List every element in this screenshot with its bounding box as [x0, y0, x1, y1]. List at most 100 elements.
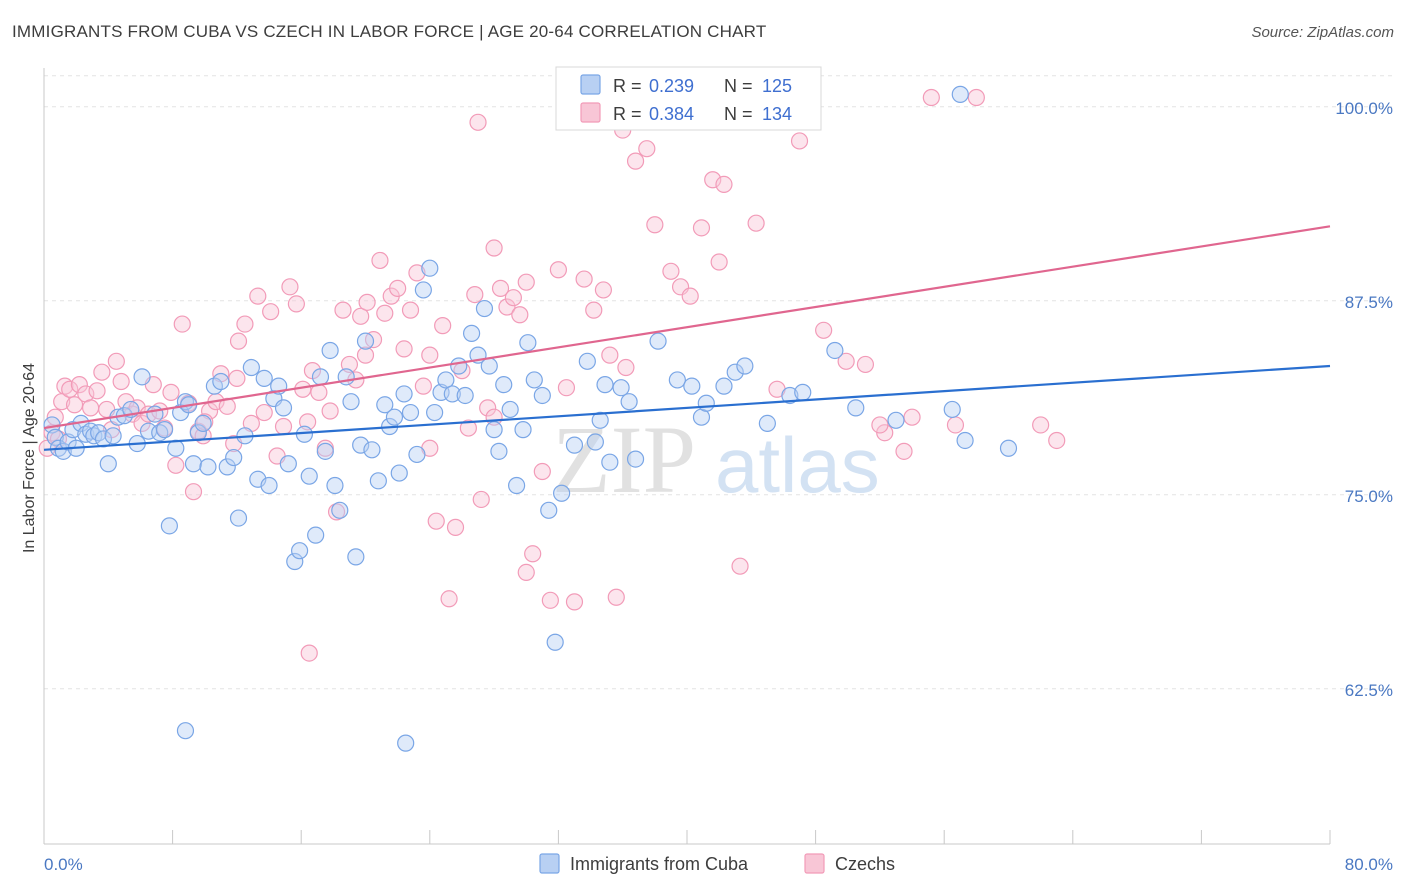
legend-swatch-cuba [580, 74, 601, 95]
cuba-point [369, 472, 387, 490]
legend-r-value-cuba: 0.239 [649, 76, 694, 96]
cuba-point [736, 357, 754, 375]
cuba-point [352, 436, 370, 454]
cuba-point [951, 85, 969, 103]
cuba-point [697, 394, 715, 412]
cuba-point [326, 476, 344, 495]
legend-n-label-cuba: N = [724, 76, 753, 96]
x-ticks [43, 830, 1331, 844]
bottom-legend-label-czechs: Czechs [835, 854, 895, 874]
cuba-point [212, 372, 230, 391]
cuba-point [184, 455, 203, 473]
cuba-point [85, 427, 103, 445]
y-axis-label: In Labor Force | Age 20-64 [21, 363, 38, 553]
cuba-point [279, 455, 297, 473]
legend-r-label-cuba: R = [613, 76, 642, 96]
cuba-point [887, 411, 905, 429]
cuba-point [485, 421, 503, 439]
czechs-point [427, 512, 445, 530]
czechs-point [401, 301, 420, 319]
cuba-point [578, 352, 596, 370]
czechs-point [376, 304, 394, 322]
czechs-point [922, 88, 940, 107]
watermark-atlas: atlas [715, 421, 880, 509]
cuba-point [553, 484, 571, 502]
czechs-point [710, 253, 728, 271]
czechs-point [262, 303, 280, 321]
cuba-point [525, 371, 543, 389]
cuba-point [426, 403, 444, 422]
cuba-point [290, 542, 309, 560]
czechs-point [681, 287, 699, 305]
czechs-point [167, 456, 185, 474]
cuba-point [255, 369, 273, 387]
cuba-point [390, 464, 408, 482]
y-tick-labels: 100.0% 87.5% 75.0% 62.5% [1335, 99, 1393, 700]
czechs-point [946, 416, 965, 434]
x-tick-label-max: 80.0% [1345, 855, 1393, 874]
cuba-point [321, 341, 339, 360]
cuba-point [475, 299, 494, 318]
czechs-point [524, 545, 542, 563]
czechs-point [607, 588, 625, 606]
legend-n-value-cuba: 125 [762, 76, 792, 96]
cuba-point [99, 455, 117, 473]
x-tick-label-min: 0.0% [44, 855, 83, 874]
cuba-point [356, 332, 375, 350]
czechs-point [747, 214, 765, 232]
czechs-point [491, 279, 510, 297]
czechs-point [469, 113, 487, 131]
czechs-point [358, 293, 376, 311]
czechs-point [236, 315, 254, 333]
czechs-point [249, 287, 267, 305]
czechs-point [93, 363, 111, 381]
cuba-point [437, 371, 455, 389]
cuba-point [146, 405, 164, 423]
czechs-point [107, 352, 125, 370]
bottom-legend-swatch-cuba [539, 853, 560, 874]
czechs-point [646, 216, 664, 234]
cuba-point [160, 517, 178, 535]
cuba-point [307, 526, 325, 544]
czechs-point [704, 171, 722, 189]
cuba-point [480, 357, 498, 375]
legend-swatch-czechs [580, 102, 601, 123]
cuba-point [104, 427, 122, 445]
cuba-point [668, 371, 686, 389]
cuba-point [421, 259, 439, 277]
czechs-point [541, 591, 559, 609]
cuba-point [565, 436, 584, 454]
cuba-point [194, 414, 212, 433]
cuba-point [943, 400, 961, 419]
bottom-legend-swatch-czechs [804, 853, 825, 874]
cuba-point [514, 421, 532, 439]
czechs-point [517, 563, 535, 582]
czechs-point [549, 261, 568, 279]
cuba-point [397, 734, 415, 752]
czechs-point [255, 403, 273, 422]
czechs-point [446, 518, 465, 536]
czechs-point [485, 239, 503, 257]
czechs-point [274, 417, 293, 436]
cuba-point [155, 421, 174, 439]
cuba-point [401, 403, 420, 422]
cuba-point [956, 431, 974, 450]
czechs-point [585, 301, 603, 319]
czechs-point [408, 264, 426, 282]
czechs-point [715, 175, 733, 193]
cuba-point [242, 358, 260, 377]
cuba-point [533, 386, 551, 405]
czechs-point [371, 251, 389, 270]
cuba-point [726, 363, 744, 381]
czechs-point [61, 380, 79, 398]
czechs-point [389, 279, 407, 297]
legend-r-label-czechs: R = [613, 104, 642, 124]
cuba-point [395, 385, 413, 403]
czechs-point [162, 383, 180, 401]
legend-n-value-czechs: 134 [762, 104, 792, 124]
source-label: Source: ZipAtlas.com [1251, 24, 1394, 41]
stats-legend: R = 0.239 N = 125 R = 0.384 N = 134 [555, 66, 822, 131]
czechs-point [498, 298, 516, 316]
czechs-point [421, 346, 439, 364]
